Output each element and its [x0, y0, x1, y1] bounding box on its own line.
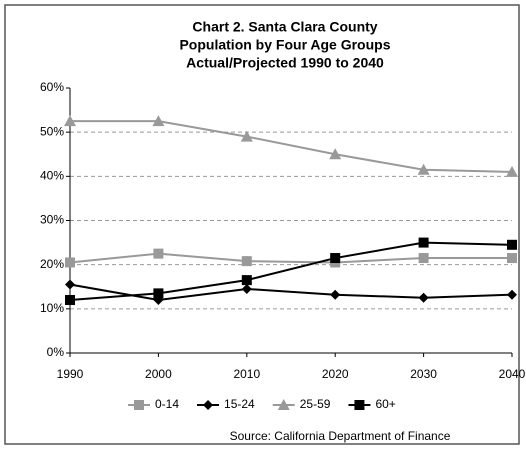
- x-tick-label: 2000: [145, 367, 172, 381]
- x-tick-label: 2020: [322, 367, 349, 381]
- marker: [241, 283, 252, 294]
- legend-marker: [203, 400, 214, 410]
- marker: [507, 239, 517, 250]
- y-tick-label: 0%: [47, 345, 65, 359]
- series-line: [69, 241, 513, 301]
- legend-marker: [277, 399, 290, 410]
- y-tick-label: 20%: [40, 257, 64, 271]
- marker: [507, 253, 517, 264]
- legend-label: 15-24: [224, 397, 255, 411]
- marker: [417, 163, 430, 175]
- y-tick-label: 50%: [40, 124, 64, 138]
- chart-title: Chart 2. Santa Clara County: [192, 19, 377, 35]
- marker: [241, 275, 252, 286]
- marker: [329, 148, 342, 160]
- marker: [418, 292, 429, 303]
- chart-frame: [4, 4, 520, 445]
- marker: [418, 237, 429, 248]
- legend-label: 0-14: [155, 397, 179, 411]
- marker: [330, 289, 341, 300]
- y-tick-label: 60%: [40, 80, 64, 94]
- marker: [240, 130, 253, 142]
- source-note: Source: California Department of Finance: [230, 429, 451, 443]
- x-tick-label: 2010: [233, 367, 260, 381]
- marker: [64, 115, 76, 127]
- x-tick-label: 2040: [499, 367, 526, 381]
- marker: [65, 279, 75, 290]
- y-tick-label: 30%: [40, 213, 64, 227]
- y-tick-label: 40%: [40, 169, 64, 183]
- y-tick-label: 10%: [40, 301, 64, 315]
- x-tick-label: 2030: [410, 367, 437, 381]
- marker: [153, 288, 164, 299]
- marker: [330, 253, 341, 264]
- chart-title: Actual/Projected 1990 to 2040: [186, 55, 384, 71]
- x-tick-label: 1990: [57, 367, 84, 381]
- series-line: [70, 120, 513, 173]
- marker: [152, 115, 165, 127]
- marker: [153, 248, 164, 259]
- marker: [506, 165, 518, 177]
- legend-marker: [134, 400, 144, 410]
- series-line: [69, 252, 512, 264]
- legend-label: 25-59: [300, 397, 331, 411]
- marker: [65, 257, 75, 268]
- legend-marker: [354, 400, 365, 410]
- marker: [418, 253, 429, 264]
- marker: [507, 289, 517, 300]
- marker: [241, 256, 252, 267]
- marker: [65, 295, 75, 305]
- chart-title: Population by Four Age Groups: [179, 37, 390, 53]
- legend-label: 60+: [375, 397, 395, 411]
- series-line: [69, 283, 513, 302]
